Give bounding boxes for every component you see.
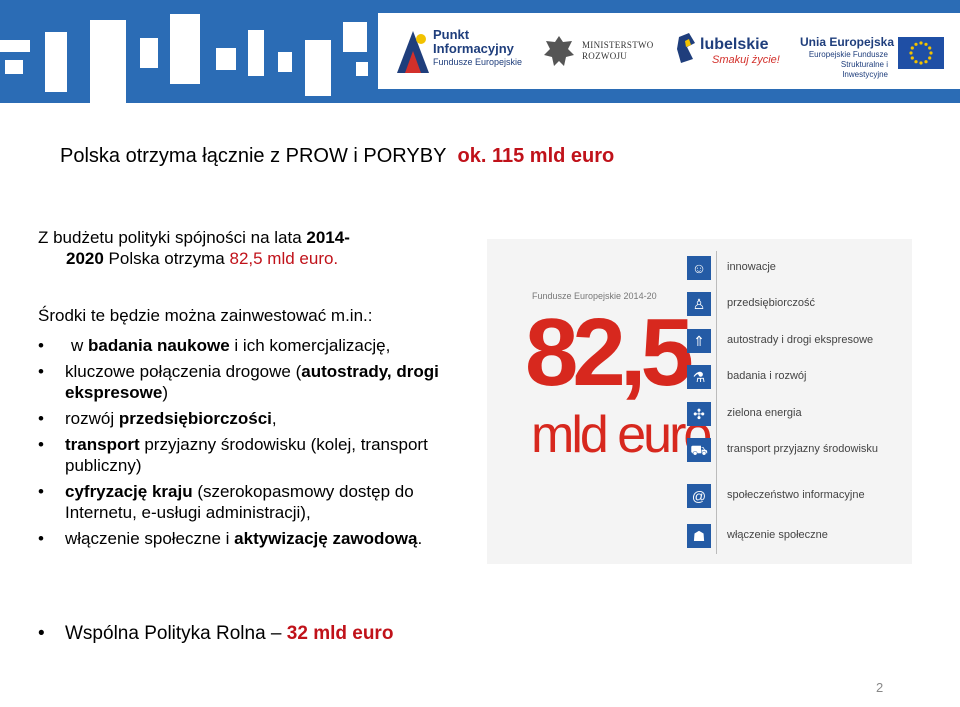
car-icon: ⛟	[687, 438, 711, 462]
infographic-item-label: włączenie społeczne	[727, 529, 828, 541]
microscope-icon: ⚗	[687, 365, 711, 389]
lightbulb-head-icon: ☺	[687, 256, 711, 280]
header-banner: Punkt Informacyjny Fundusze Europejskie …	[0, 0, 960, 103]
decorative-block	[248, 30, 264, 76]
infographic-unit: mld euro	[531, 406, 712, 464]
decorative-block	[278, 52, 292, 72]
polish-eagle-icon	[544, 36, 574, 66]
agriculture-amount: 32 mld euro	[286, 623, 394, 644]
list-item: cyfryzację kraju (szerokopasmowy dostęp …	[38, 481, 478, 523]
punkt-informacyjny-logo-icon	[397, 31, 429, 73]
intro-paragraph: Z budżetu polityki spójności na lata 201…	[38, 227, 458, 269]
region-tagline: Smakuj życie!	[712, 54, 780, 66]
list-item: transport przyjazny środowisku (kolej, t…	[38, 434, 478, 476]
decorative-block	[305, 40, 331, 96]
infographic-item-label: innowacje	[727, 261, 776, 273]
road-icon: ⇑	[687, 329, 711, 353]
infographic-item-label: zielona energia	[727, 407, 802, 419]
decorative-block	[90, 20, 126, 103]
divider	[716, 251, 717, 554]
list-item: rozwój przedsiębiorczości,	[38, 408, 478, 429]
list-item: włączenie społeczne i aktywizację zawodo…	[38, 528, 478, 549]
at-sign-icon: @	[687, 484, 711, 508]
decorative-block	[343, 22, 367, 52]
eu-title: Unia Europejska	[800, 35, 895, 49]
people-icon: ☗	[687, 524, 711, 548]
investment-list: w badania naukowe i ich komercjalizację,…	[38, 335, 478, 554]
agriculture-text: Wspólna Polityka Rolna –	[65, 623, 287, 644]
decorative-block	[45, 32, 67, 92]
infographic-item-label: przedsiębiorczość	[727, 297, 816, 309]
infographic-amount: 82,5	[525, 299, 694, 406]
page-number: 2	[876, 680, 884, 695]
decorative-block	[0, 40, 30, 52]
eu-flag-icon	[898, 37, 944, 69]
list-item: kluczowe połączenia drogowe (autostrady,…	[38, 361, 478, 403]
decorative-block	[170, 14, 200, 84]
intro-text: Z budżetu polityki spójności na lata	[38, 228, 307, 247]
decorative-block	[5, 60, 23, 74]
headline-amount: ok. 115 mld euro	[457, 145, 615, 167]
agriculture-policy: Wspólna Polityka Rolna – 32 mld euro	[38, 623, 393, 645]
funds-infographic: Fundusze Europejskie 2014-20 82,5 mld eu…	[487, 239, 912, 564]
infographic-label: Fundusze Europejskie 2014-20	[532, 291, 657, 301]
intro-years-start: 2014-	[306, 228, 350, 247]
infographic-item-label: społeczeństwo informacyjne	[727, 489, 865, 501]
eu-subtitle: Europejskie Fundusze Strukturalne i Inwe…	[808, 50, 888, 79]
list-item: w badania naukowe i ich komercjalizację,	[38, 335, 478, 356]
region-name: lubelskie	[700, 36, 769, 53]
intro-text-2: Polska otrzyma	[103, 249, 230, 268]
decorative-block	[356, 62, 368, 76]
ministry-name: MINISTERSTWO ROZWOJU	[582, 40, 654, 61]
wind-turbine-icon: ✣	[687, 402, 711, 426]
infographic-item-label: badania i rozwój	[727, 370, 807, 382]
infographic-item-label: transport przyjazny środowisku	[727, 443, 879, 455]
intro-amount: 82,5 mld euro.	[229, 249, 339, 268]
headline: Polska otrzyma łącznie z PROW i PORYBY o…	[60, 145, 614, 168]
intro-years-end: 2020	[66, 249, 104, 268]
infographic-item-label: autostrady i drogi ekspresowe	[727, 334, 874, 346]
businessman-icon: ♙	[687, 292, 711, 316]
headline-text: Polska otrzyma łącznie z PROW i PORYBY	[60, 145, 447, 167]
investment-intro: Środki te będzie można zainwestować m.in…	[38, 306, 373, 325]
logo-strip	[378, 13, 960, 89]
punkt-subtitle: Fundusze Europejskie	[433, 57, 523, 67]
list-item: Wspólna Polityka Rolna – 32 mld euro	[38, 623, 393, 645]
decorative-block	[216, 48, 236, 70]
punkt-title: Punkt Informacyjny	[433, 27, 514, 56]
decorative-block	[140, 38, 158, 68]
lubelskie-logo-icon	[677, 33, 695, 63]
